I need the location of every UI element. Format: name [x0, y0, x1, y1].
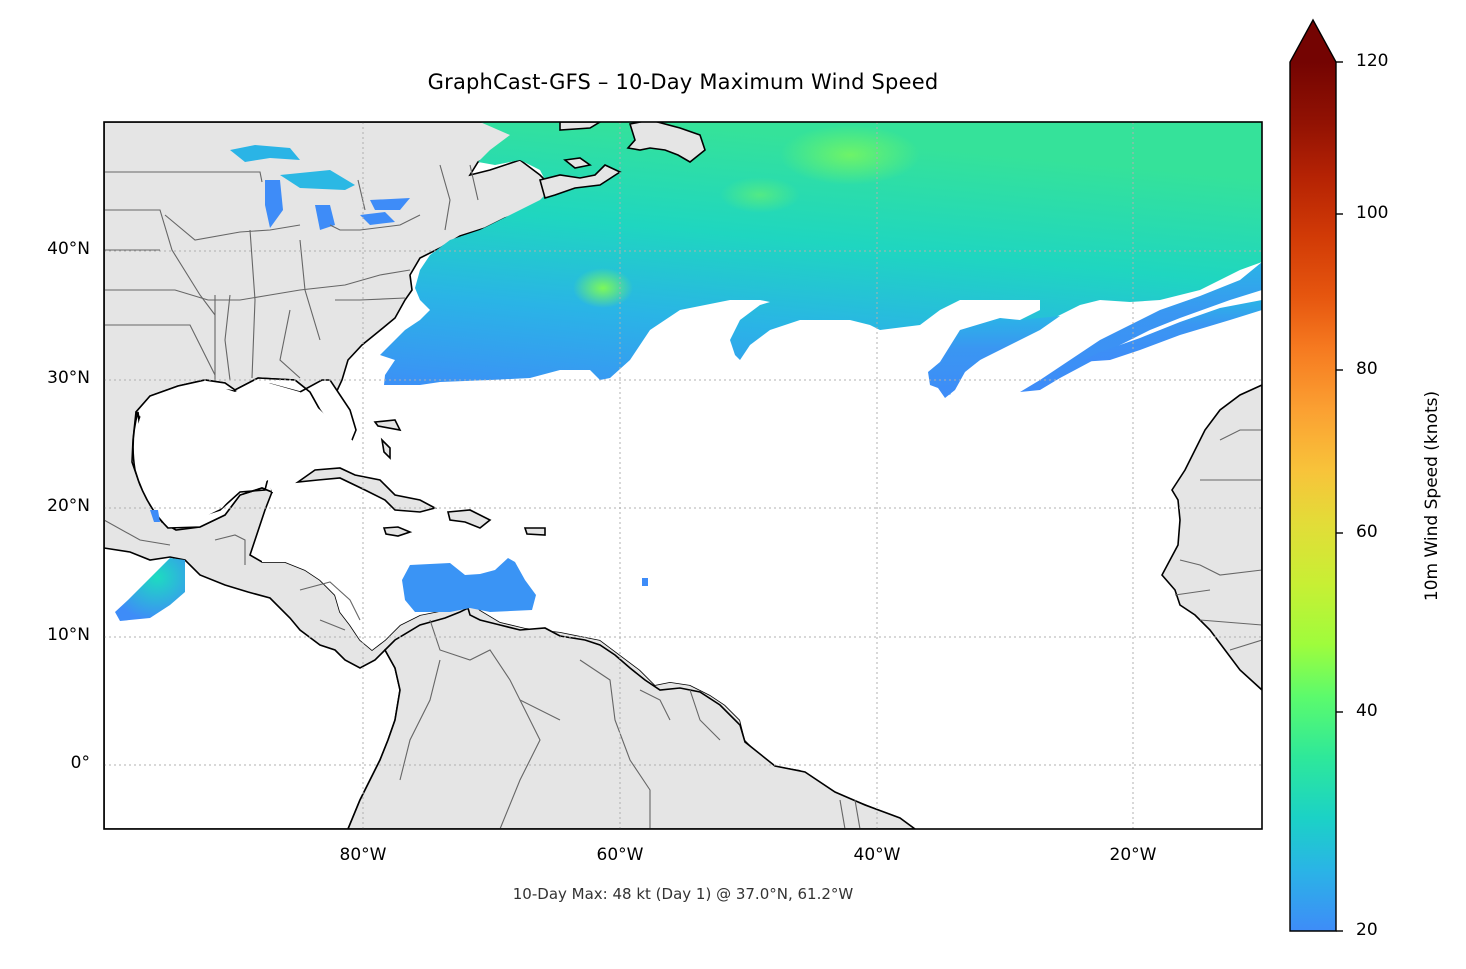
political-borders [104, 164, 1262, 829]
colorbar-tick-80: 80 [1356, 359, 1378, 379]
y-tick-40n: 40°N [47, 239, 90, 259]
colorbar-tick-120: 120 [1356, 51, 1389, 71]
max-wind-caption: 10-Day Max: 48 kt (Day 1) @ 37.0°N, 61.2… [512, 885, 854, 903]
gridlines [104, 122, 1262, 829]
caribbean-islands [295, 419, 546, 537]
colorbar-extend-arrow [1290, 20, 1336, 62]
colorbar-label: 10m Wind Speed (knots) [1422, 390, 1442, 602]
y-tick-10n: 10°N [47, 625, 90, 645]
colorbar-tick-40: 40 [1356, 701, 1378, 721]
max-wind-hotspot [573, 268, 633, 308]
x-tick-60w: 60°W [596, 845, 644, 865]
colorbar-tick-20: 20 [1356, 920, 1378, 940]
land-africa [1161, 384, 1262, 692]
colorbar [1289, 18, 1343, 932]
colorbar-tick-100: 100 [1356, 203, 1389, 223]
wind-field-atlantic [380, 122, 1262, 395]
y-tick-0: 0° [70, 753, 90, 773]
x-tick-20w: 20°W [1109, 845, 1157, 865]
wind-field-tehuantepec [115, 558, 185, 621]
maritime-land [539, 122, 706, 200]
x-tick-80w: 80°W [339, 845, 387, 865]
y-tick-30n: 30°N [47, 368, 90, 388]
y-tick-20n: 20°N [47, 496, 90, 516]
chart-title: GraphCast-GFS – 10-Day Maximum Wind Spee… [427, 70, 939, 94]
great-lakes [230, 145, 410, 230]
wind-field-caribbean [402, 558, 536, 612]
x-tick-40w: 40°W [853, 845, 901, 865]
map-frame [103, 121, 1263, 830]
colorbar-tick-60: 60 [1356, 522, 1378, 542]
